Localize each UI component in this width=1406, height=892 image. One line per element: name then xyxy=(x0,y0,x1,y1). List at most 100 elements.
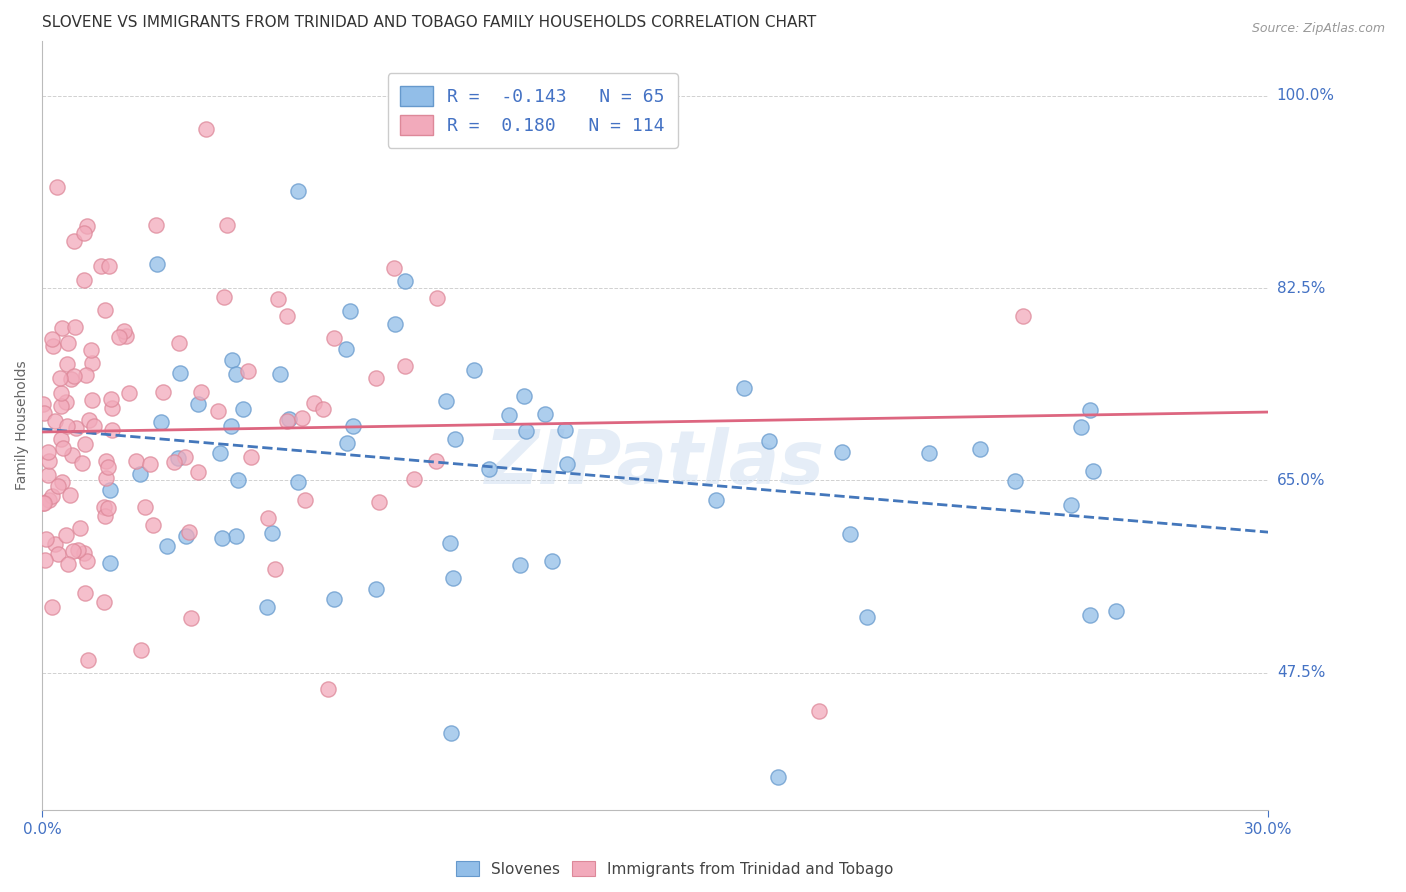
Point xyxy=(42,339,65,353)
Point xyxy=(734,381,756,395)
Point xyxy=(194,121,217,136)
Point xyxy=(142,517,165,532)
Point xyxy=(278,411,301,425)
Point xyxy=(179,524,201,539)
Point xyxy=(441,571,464,585)
Point xyxy=(115,328,138,343)
Point xyxy=(232,401,254,416)
Point xyxy=(394,274,416,288)
Legend: R =  -0.143   N = 65, R =  0.180   N = 114: R = -0.143 N = 65, R = 0.180 N = 114 xyxy=(388,73,678,148)
Legend: Slovenes, Immigrants from Trinidad and Tobago: Slovenes, Immigrants from Trinidad and T… xyxy=(449,853,901,884)
Point xyxy=(339,303,361,318)
Point xyxy=(240,450,263,464)
Point xyxy=(174,450,197,464)
Point xyxy=(323,331,346,345)
Point xyxy=(55,528,77,542)
Point xyxy=(69,521,91,535)
Point xyxy=(93,303,115,318)
Point xyxy=(152,384,174,399)
Point xyxy=(38,493,60,508)
Point xyxy=(498,408,520,422)
Point xyxy=(49,371,72,385)
Point xyxy=(263,562,285,576)
Point xyxy=(101,401,124,415)
Point xyxy=(51,385,73,400)
Point xyxy=(41,489,63,503)
Point xyxy=(1004,474,1026,488)
Point xyxy=(90,259,112,273)
Point xyxy=(294,493,316,508)
Point xyxy=(41,600,63,615)
Point xyxy=(46,479,69,493)
Point xyxy=(226,473,249,487)
Point xyxy=(180,610,202,624)
Point xyxy=(287,184,309,198)
Point xyxy=(31,397,53,411)
Point xyxy=(96,454,118,468)
Point xyxy=(79,413,101,427)
Point xyxy=(44,414,66,428)
Point xyxy=(831,444,853,458)
Point xyxy=(323,592,346,607)
Point xyxy=(75,585,97,599)
Point xyxy=(187,465,209,479)
Point xyxy=(58,335,80,350)
Point xyxy=(63,320,86,334)
Point xyxy=(150,415,173,429)
Point xyxy=(555,457,578,471)
Point xyxy=(112,325,135,339)
Point xyxy=(221,352,243,367)
Point xyxy=(98,483,121,497)
Point xyxy=(169,366,191,380)
Point xyxy=(368,495,391,509)
Point xyxy=(807,704,830,718)
Point xyxy=(82,356,104,370)
Point xyxy=(215,218,238,232)
Point xyxy=(51,321,73,335)
Point xyxy=(434,394,457,409)
Point xyxy=(124,454,146,468)
Text: ZIPatlas: ZIPatlas xyxy=(485,427,825,500)
Point xyxy=(225,529,247,543)
Point xyxy=(98,556,121,570)
Point xyxy=(145,219,167,233)
Point xyxy=(515,424,537,438)
Point xyxy=(51,475,73,490)
Point xyxy=(37,467,59,482)
Point xyxy=(236,364,259,378)
Point xyxy=(404,472,426,486)
Point xyxy=(63,234,86,248)
Point xyxy=(93,500,115,514)
Point xyxy=(225,367,247,381)
Point xyxy=(269,367,291,381)
Point xyxy=(94,471,117,485)
Point xyxy=(80,392,103,407)
Point xyxy=(439,535,461,549)
Point xyxy=(1012,309,1035,323)
Point xyxy=(256,600,278,615)
Point xyxy=(276,310,298,324)
Point xyxy=(336,435,359,450)
Point xyxy=(1078,402,1101,417)
Point xyxy=(35,532,58,546)
Point xyxy=(208,445,231,459)
Point xyxy=(93,594,115,608)
Point xyxy=(187,397,209,411)
Point xyxy=(554,423,576,437)
Point xyxy=(60,372,83,386)
Point xyxy=(100,392,122,406)
Point xyxy=(62,544,84,558)
Point xyxy=(425,454,447,468)
Point xyxy=(382,260,405,275)
Text: 82.5%: 82.5% xyxy=(1277,281,1324,295)
Point xyxy=(463,362,485,376)
Point xyxy=(312,401,335,416)
Point xyxy=(44,536,66,550)
Point xyxy=(167,336,190,351)
Point xyxy=(1078,607,1101,622)
Point xyxy=(276,414,298,428)
Point xyxy=(49,399,72,413)
Point xyxy=(146,258,169,272)
Point xyxy=(766,770,789,784)
Point xyxy=(207,404,229,418)
